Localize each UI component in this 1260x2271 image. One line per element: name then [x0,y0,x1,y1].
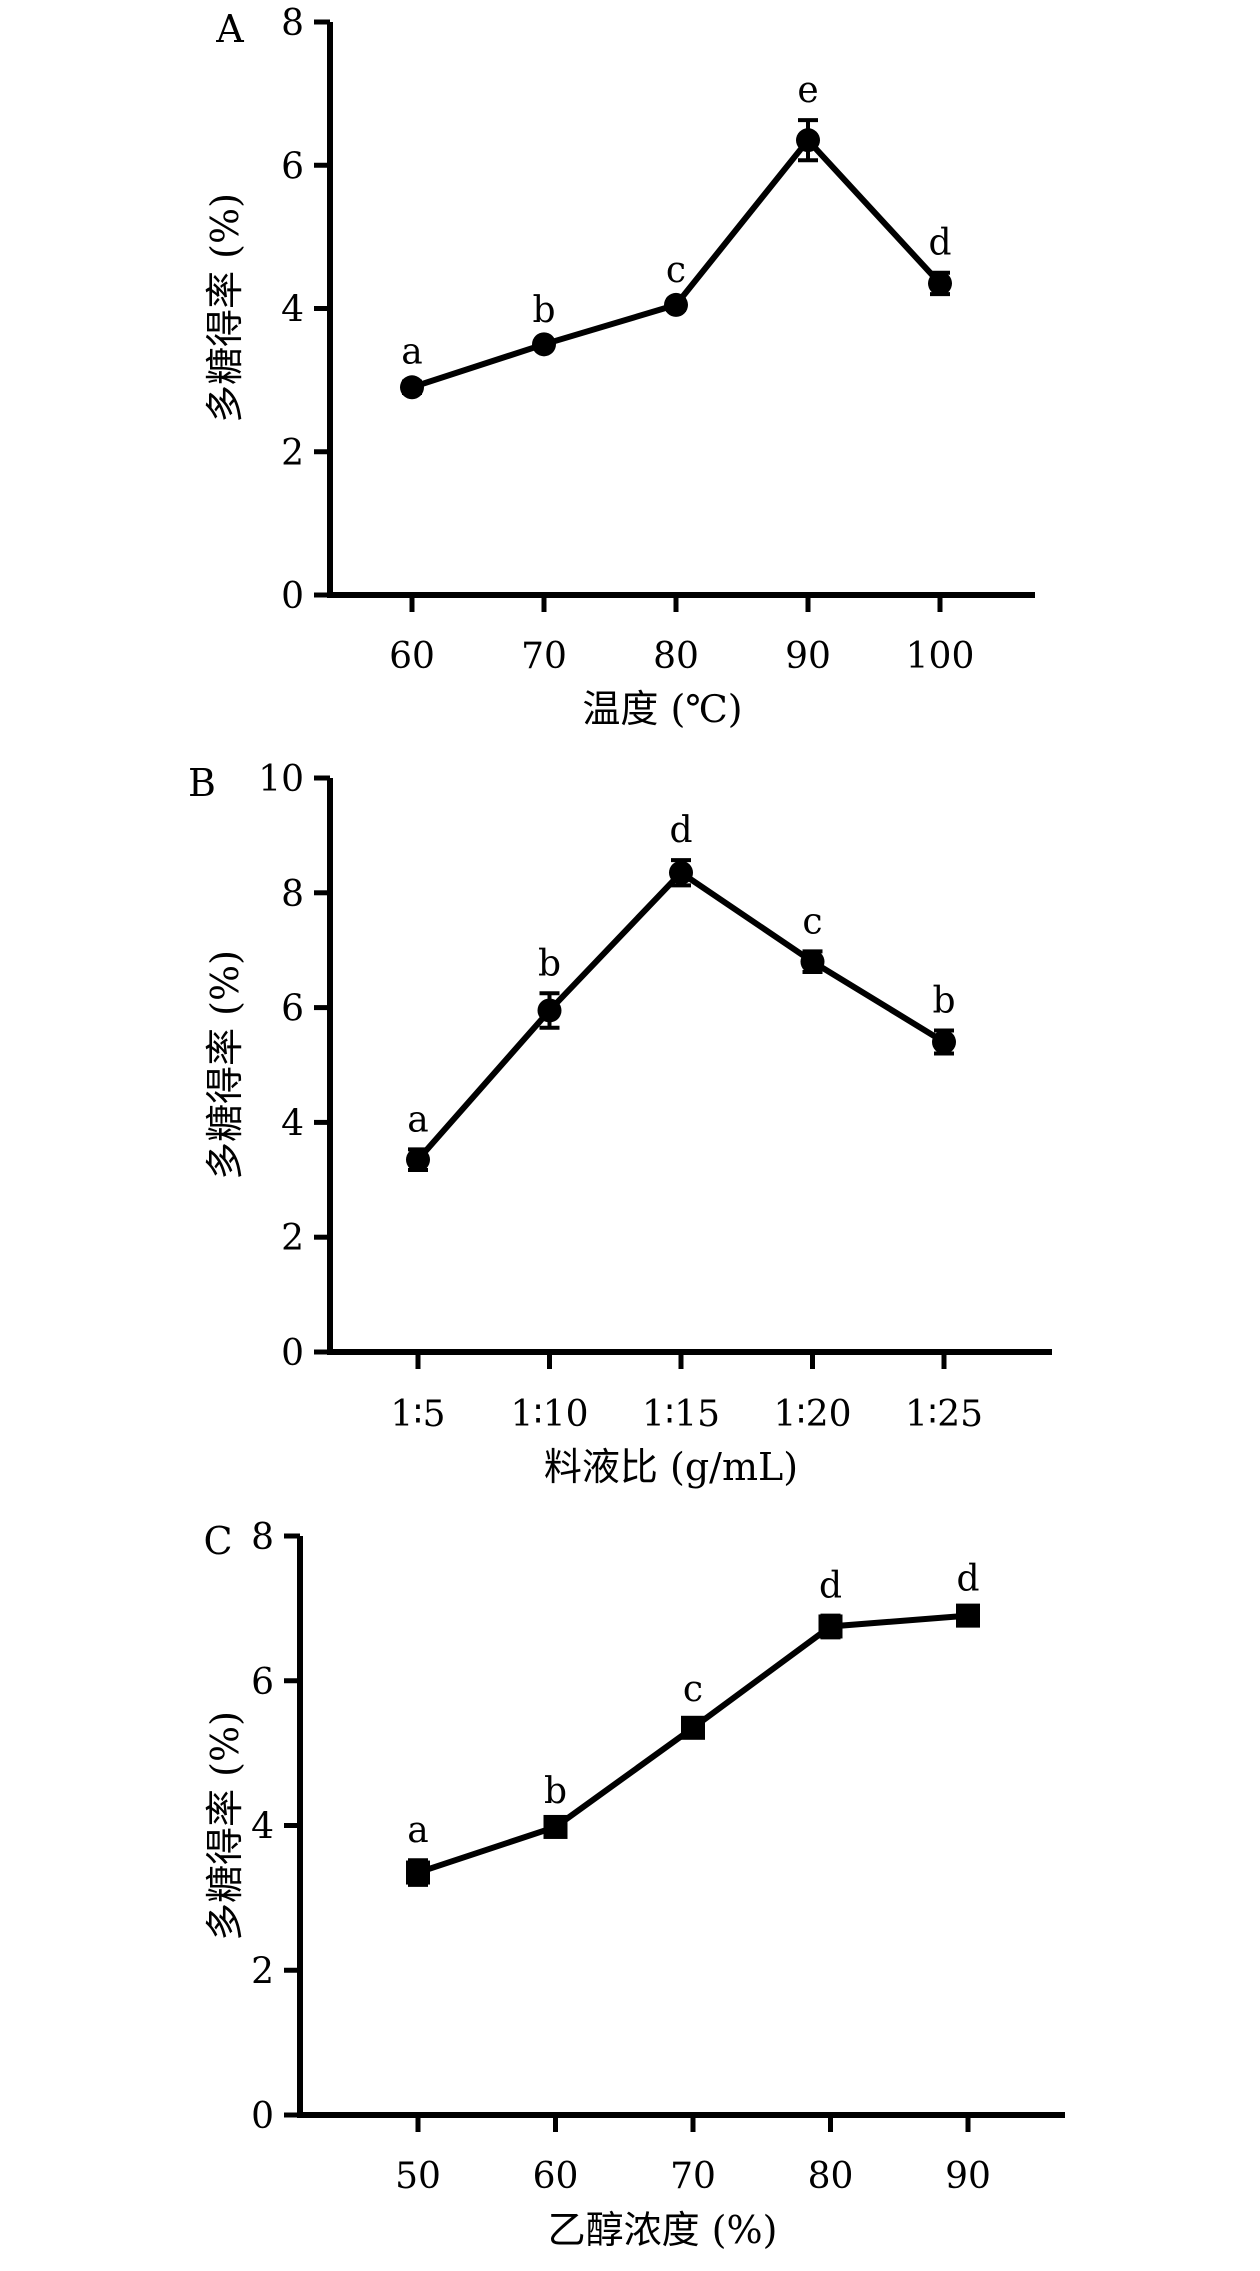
panel-a-significance-label: a [401,332,422,373]
panel-c-significance-label: b [544,1771,567,1812]
panel-b-data-point [406,1147,430,1172]
panel-a-significance-label: c [666,250,686,291]
panel-b-significance-label: d [669,810,692,851]
panel-a-data-point [928,271,952,296]
panel-c-significance-label: c [683,1669,703,1710]
panel-b-data-point [800,949,825,974]
panel-b-y-tick-label: 10 [258,759,304,800]
panel-b-x-tick-label: 1∶5 [390,1394,445,1435]
panel-a-panel-label: A [215,7,244,51]
panel-a-data-point [400,375,424,400]
panel-c-panel-label: C [203,1519,232,1563]
panel-b-y-tick-label: 2 [281,1218,304,1259]
panel-b-y-tick-label: 4 [281,1103,304,1144]
panel-a-x-tick-label: 60 [389,636,435,677]
panel-b-significance-label: c [802,901,822,942]
panel-a-x-tick-label: 90 [785,636,831,677]
panel-b-x-tick-label: 1∶15 [642,1394,720,1435]
panel-c-significance-label: a [407,1810,428,1851]
panel-c-y-tick-label: 4 [251,1807,274,1848]
panel-a-y-tick-label: 8 [281,3,304,44]
panel-b-data-point [669,860,693,885]
panel-a-significance-label: e [797,70,818,111]
panel-c-data-point [406,1860,430,1885]
panel-b-x-tick-label: 1∶20 [773,1394,851,1435]
panel-b-x-tick-label: 1∶10 [510,1394,588,1435]
panel-a-data-point [532,332,556,357]
panel-b-y-tick-label: 6 [281,989,304,1030]
panel-c-significance-label: d [956,1558,979,1599]
panel-c-series-line [417,1612,969,1876]
panel-a-y-axis-title: 多糖得率 (%) [203,193,247,423]
panel-a-significance-label: b [532,290,555,331]
panel-a-x-tick-label: 80 [653,636,699,677]
panel-c-y-tick-label: 6 [251,1662,274,1703]
panel-b-significance-label: a [407,1099,428,1140]
panel-c-x-tick-label: 90 [945,2156,991,2197]
panel-c-x-axis-title: 乙醇浓度 (%) [548,2208,778,2252]
panel-c-x-tick-label: 60 [533,2156,579,2197]
panel-b-significance-label: b [932,981,955,1022]
panel-c-data-point [956,1603,980,1628]
panel-c-data-point [543,1814,568,1839]
panel-b-data-point [932,1030,956,1055]
panel-a-x-axis-title: 温度 (℃) [582,687,742,731]
panel-a-y-tick-label: 0 [281,576,304,617]
panel-c-y-axis-title: 多糖得率 (%) [203,1711,247,1941]
panel-a-data-point [796,128,820,153]
panel-a-x-tick-label: 70 [521,636,567,677]
panel-c-x-tick-label: 80 [808,2156,854,2197]
panel-a-data-point [664,292,688,317]
panel-b-x-tick-label: 1∶25 [905,1394,983,1435]
panel-b-significance-label: b [538,943,561,984]
panel-b-y-tick-label: 8 [281,874,304,915]
panel-b-y-axis-title: 多糖得率 (%) [203,950,247,1180]
panel-b-data-point [537,998,562,1023]
panel-c-y-tick-label: 2 [251,1951,274,1992]
panel-a-x-tick-label: 100 [906,636,975,677]
panel-a-y-tick-label: 4 [281,290,304,331]
panel-c-x-tick-label: 50 [395,2156,441,2197]
panel-c-x-tick-label: 70 [670,2156,716,2197]
panel-c-y-tick-label: 0 [251,2096,274,2137]
panel-b-y-tick-label: 0 [281,1333,304,1374]
panel-c-y-tick-label: 8 [251,1517,274,1558]
panel-a-y-tick-label: 2 [281,433,304,474]
panel-b-x-axis-title: 料液比 (g/mL) [544,1445,798,1489]
panel-a-significance-label: d [928,223,951,264]
panel-c-data-point [818,1614,843,1639]
panel-a-y-tick-label: 6 [281,146,304,187]
panel-c-significance-label: d [819,1566,842,1607]
panel-b-panel-label: B [188,761,216,805]
panel-b-series-line [415,868,946,1162]
panel-c-data-point [681,1715,705,1740]
